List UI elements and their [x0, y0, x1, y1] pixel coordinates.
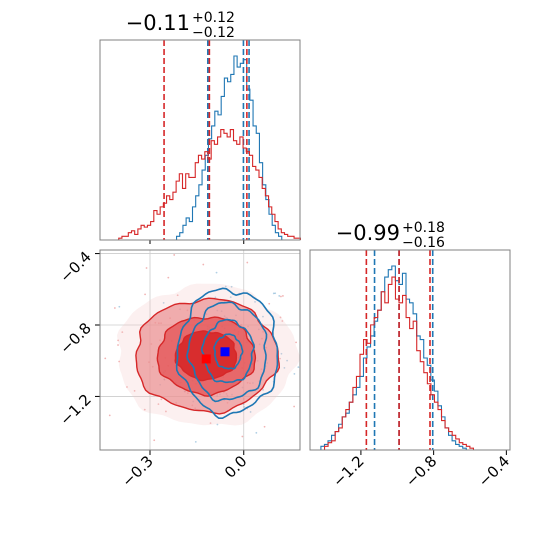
density-point [293, 405, 296, 408]
y-tick-label: −0.4 [56, 248, 94, 286]
density-point [118, 360, 121, 363]
density-point [176, 294, 179, 297]
density-point [143, 408, 146, 411]
panel-title-value: −0.99 [336, 221, 400, 245]
density-point [157, 403, 160, 406]
density-point [121, 331, 124, 334]
density-point [255, 431, 258, 434]
density-point [278, 295, 281, 297]
density-point [274, 292, 277, 295]
density-point [145, 267, 148, 269]
density-point [133, 390, 136, 392]
density-point [283, 366, 286, 369]
density-point [214, 296, 217, 299]
density-point [297, 366, 300, 368]
density-point [272, 292, 275, 295]
density-point [153, 439, 156, 442]
density-point [108, 414, 111, 417]
density-point [117, 339, 120, 342]
panel-title-upper-error: +0.12 [192, 10, 235, 26]
density-point [113, 307, 116, 309]
blue-contour-level-1 [186, 301, 268, 403]
density-point [209, 422, 212, 425]
density-point [202, 263, 205, 266]
hist-panel-0: −0.11 +0.12−0.12 [118, 10, 301, 244]
panel-title-value: −0.11 [126, 11, 190, 35]
contour-panel-1-frame [99, 249, 301, 451]
x-tick-label: −0.3 [118, 452, 156, 490]
panel-title-upper-error: +0.18 [402, 220, 445, 236]
density-point [229, 296, 232, 298]
density-point [279, 357, 281, 360]
density-point [268, 302, 271, 305]
density-point [230, 285, 233, 288]
blue-contour-level-0 [175, 287, 279, 419]
hist-series-0 [176, 55, 283, 240]
density-point [167, 276, 170, 279]
density-point [173, 254, 176, 256]
panel-title-lower-error: −0.16 [402, 235, 445, 251]
x-tick-label: 0.0 [221, 452, 251, 482]
density-point [144, 293, 146, 296]
hist-panel-2-frame [309, 249, 511, 451]
density-point [246, 261, 249, 264]
density-point [280, 352, 283, 355]
blue-contour-level-3 [213, 333, 244, 370]
x-tick-label: −0.8 [402, 452, 440, 490]
x-tick-label: −1.2 [329, 452, 367, 490]
density-point [118, 305, 121, 308]
density-point [262, 315, 264, 318]
density-point [295, 341, 297, 344]
x-tick-label: −0.4 [475, 452, 513, 490]
y-tick-label: −0.8 [56, 319, 94, 357]
density-point [281, 320, 284, 322]
density-point [243, 406, 246, 408]
density-point [262, 389, 264, 391]
hist-panel-0-frame [99, 39, 301, 241]
density-point [160, 398, 163, 401]
density-point [279, 316, 282, 319]
density-point [241, 435, 244, 438]
density-point [162, 301, 165, 304]
density-point [126, 386, 128, 388]
density-point [263, 425, 266, 428]
blue-contour-level-2 [200, 318, 256, 384]
density-point [215, 271, 218, 274]
density-point [280, 295, 282, 298]
density-point [194, 440, 197, 443]
best-fit-marker-0 [201, 354, 211, 364]
density-point [216, 423, 219, 426]
best-fit-marker-1 [220, 347, 230, 357]
density-point [286, 359, 289, 362]
density-point [282, 295, 284, 297]
y-tick-label: −1.2 [56, 391, 94, 429]
density-point [293, 372, 296, 375]
panel-title-lower-error: −0.12 [192, 25, 235, 41]
contour-panel-1: −0.3 0.0 −0.4 −0.8 −1.2 [56, 248, 300, 491]
density-point [117, 344, 119, 346]
density-point [249, 411, 252, 413]
density-point [254, 300, 256, 303]
density-point [224, 285, 227, 288]
density-point [165, 410, 167, 413]
density-point [104, 357, 107, 360]
